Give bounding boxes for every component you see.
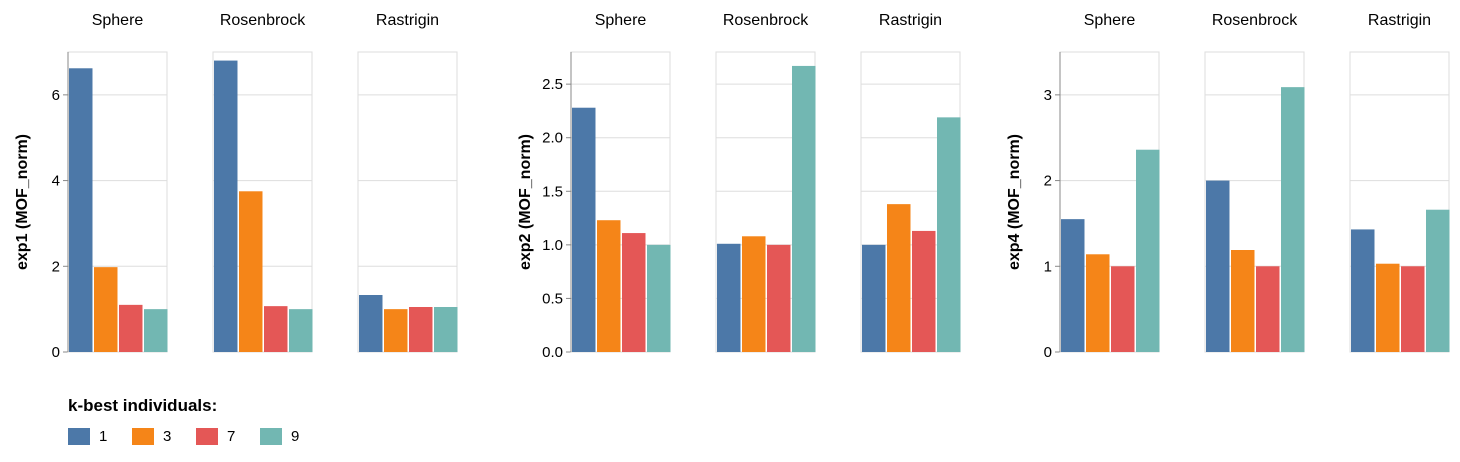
panel-2-facet-rosenbrock-bar-k7	[767, 244, 791, 352]
legend-swatch-k1	[68, 428, 90, 445]
panel-2-facet-rosenbrock-bar-k9	[792, 65, 816, 352]
panel-3-facet-sphere-title: Sphere	[1084, 12, 1136, 29]
panel-3-facet-rastrigin-title: Rastrigin	[1368, 12, 1431, 29]
panel-3-facet-rastrigin-bar-k1	[1351, 229, 1375, 352]
panel-2-y-tick-label: 2.5	[542, 76, 563, 93]
legend-item-k3[interactable]: 3	[132, 428, 196, 445]
panel-2-y-tick-label: 1.0	[542, 237, 563, 254]
panel-1-facet-sphere-bar-k3	[94, 267, 118, 352]
panel-2-facet-rastrigin-title: Rastrigin	[879, 12, 942, 29]
panel-2-y-tick-label: 0.0	[542, 344, 563, 361]
legend-item-k9[interactable]: 9	[260, 428, 324, 445]
legend-label-k1: 1	[99, 428, 108, 445]
panel-1-facet-sphere-bar-k9	[144, 309, 168, 352]
legend-item-k1[interactable]: 1	[68, 428, 132, 445]
panel-1-y-tick-label: 0	[52, 344, 60, 361]
panel-2-y-axis-title: exp2 (MOF_norm)	[517, 134, 534, 270]
panel-1-facet-rastrigin-title: Rastrigin	[376, 12, 439, 29]
panel-3-y-axis-title: exp4 (MOF_norm)	[1006, 134, 1023, 270]
panel-3-y-tick-label: 1	[1044, 258, 1052, 275]
panel-2-facet-sphere-bar-k1	[572, 107, 596, 352]
panel-2-facet-rastrigin-bar-k7	[912, 230, 936, 352]
legend-swatch-k7	[196, 428, 218, 445]
panel-2-y-tick-label: 1.5	[542, 183, 563, 200]
panel-2-facet-rastrigin-bar-k9	[937, 117, 961, 352]
panel-1-facet-rastrigin-bar-k1	[359, 295, 383, 352]
panel-1-facet-rosenbrock-title: Rosenbrock	[220, 12, 306, 29]
panel-3-facet-rosenbrock-bar-k7	[1256, 266, 1280, 352]
panel-3-facet-rosenbrock-title: Rosenbrock	[1212, 12, 1298, 29]
panel-2-facet-rastrigin-bar-k1	[862, 244, 886, 352]
panel-1-facet-sphere-bar-k7	[119, 304, 143, 352]
panel-2-facet-rastrigin-bar-k3	[887, 204, 911, 352]
panel-3-facet-rastrigin-bar-k3	[1376, 263, 1400, 352]
panel-3-facet-rosenbrock-bar-k9	[1281, 87, 1305, 353]
panel-2-y-tick-label: 0.5	[542, 290, 563, 307]
legend-swatch-k3	[132, 428, 154, 445]
panel-1-facet-rastrigin-bar-k7	[409, 307, 433, 352]
panel-1-facet-rosenbrock-bar-k1	[214, 60, 238, 352]
panel-2-facet-sphere-bar-k9	[647, 244, 671, 352]
panel-3-y-tick-label: 0	[1044, 344, 1052, 361]
panel-3-facet-rosenbrock-bar-k1	[1206, 180, 1230, 352]
legend-title: k-best individuals:	[68, 396, 218, 415]
panel-1-facet-sphere-bar-k1	[69, 68, 93, 353]
panel-1-facet-rosenbrock-bar-k9	[289, 309, 313, 352]
panel-3-facet-sphere-bar-k9	[1136, 149, 1160, 352]
panel-2-facet-sphere-bar-k3	[597, 220, 621, 352]
panel-2: exp2 (MOF_norm) 0.0 0.5 1.0 1.5 2.0 2.5 Sphere R…	[517, 12, 961, 361]
panel-1: exp1 (MOF_norm) 0 2 4 6 Sphere Rosenbrock Rastr…	[14, 12, 458, 361]
panel-3-facet-rosenbrock-bar-k3	[1231, 250, 1255, 352]
panel-1-facet-rosenbrock-bar-k3	[239, 191, 263, 352]
panel-3-facet-sphere-bar-k7	[1111, 266, 1135, 352]
panel-1-facet-rastrigin-bar-k3	[384, 309, 408, 352]
panel-3-facet-sphere-bar-k1	[1061, 219, 1085, 352]
legend-items: 1 3 7 9	[68, 428, 324, 445]
panel-1-facet-rastrigin-bar-k9	[434, 307, 458, 352]
panel-3-facet-rastrigin-bar-k7	[1401, 266, 1425, 352]
legend: k-best individuals: 1 3 7 9	[68, 396, 324, 445]
panel-1-y-tick-label: 2	[52, 258, 60, 275]
panel-2-facet-rosenbrock-bar-k3	[742, 236, 766, 352]
panel-3-facet-sphere-bar-k3	[1086, 254, 1110, 352]
panel-1-y-tick-label: 4	[52, 173, 60, 190]
legend-label-k9: 9	[291, 428, 300, 445]
panel-3-facet-rastrigin-bar-k9	[1426, 209, 1450, 352]
panel-2-facet-sphere-title: Sphere	[595, 12, 647, 29]
legend-item-k7[interactable]: 7	[196, 428, 260, 445]
legend-swatch-k9	[260, 428, 282, 445]
legend-label-k3: 3	[163, 428, 172, 445]
panel-3: exp4 (MOF_norm) 0 1 2 3 Sphere Rosenbrock Rastr…	[1006, 12, 1450, 361]
panel-1-y-tick-label: 6	[52, 87, 60, 104]
panel-2-facet-rosenbrock-title: Rosenbrock	[723, 12, 809, 29]
panel-1-y-axis-title: exp1 (MOF_norm)	[14, 134, 31, 270]
panel-3-y-tick-label: 2	[1044, 173, 1052, 190]
panel-2-facet-rosenbrock-bar-k1	[717, 243, 741, 352]
panel-3-y-tick-label: 3	[1044, 87, 1052, 104]
legend-label-k7: 7	[227, 428, 236, 445]
panel-2-y-tick-label: 2.0	[542, 130, 563, 147]
panel-1-facet-rosenbrock-bar-k7	[264, 306, 288, 352]
panel-1-facet-sphere-title: Sphere	[92, 12, 144, 29]
panel-2-facet-sphere-bar-k7	[622, 233, 646, 352]
